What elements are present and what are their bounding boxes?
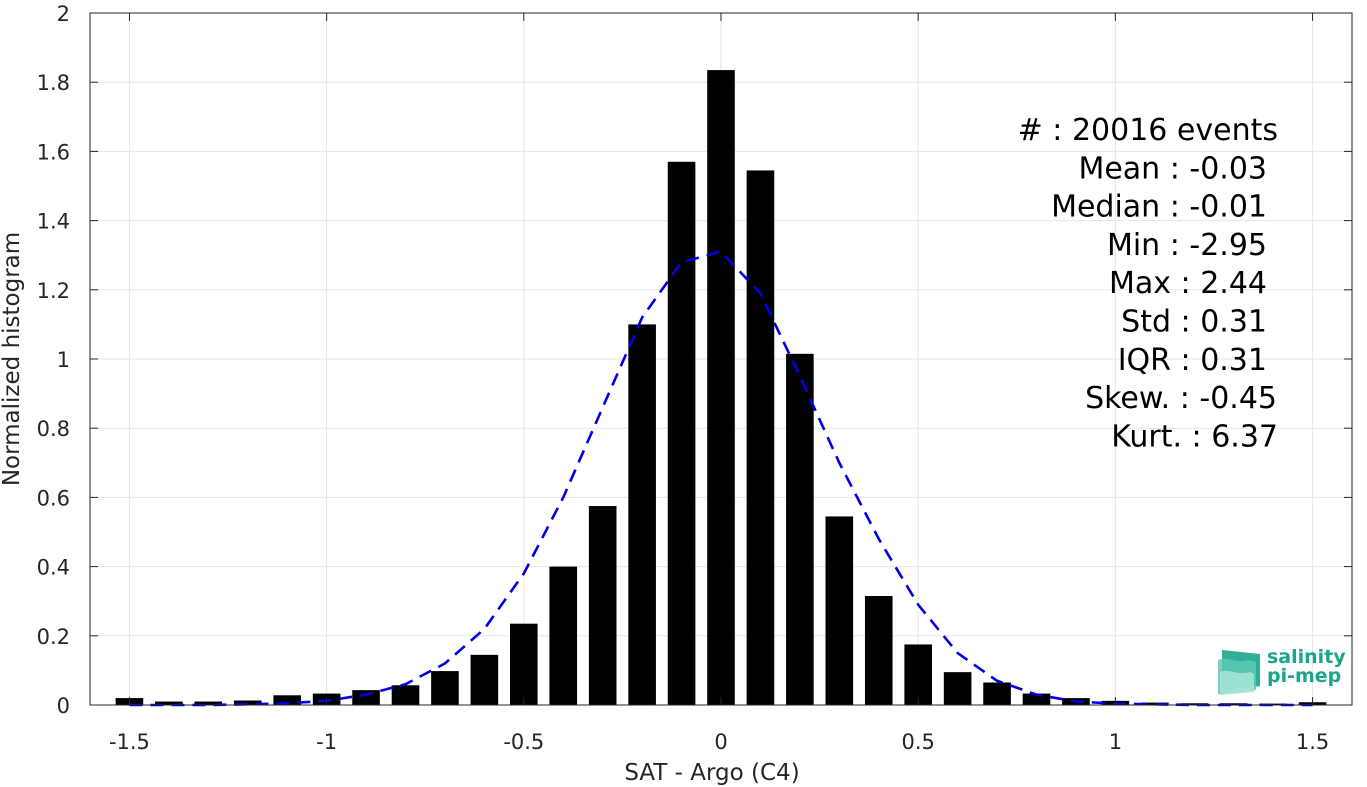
histogram-bar <box>588 506 617 705</box>
histogram-bar <box>155 701 183 705</box>
x-tick-label: -1.5 <box>109 730 150 754</box>
histogram-bar <box>786 353 814 705</box>
x-tick-label: 1.5 <box>1296 730 1329 754</box>
histogram-bar <box>510 623 538 705</box>
stat-line: IQR : 0.31 <box>1118 343 1267 378</box>
y-tick-label: 1.2 <box>37 279 70 303</box>
stat-line: # : 20016 events <box>1018 113 1278 148</box>
histogram-bar <box>273 695 301 705</box>
histogram-bar <box>1219 703 1248 705</box>
y-axis-ticks: 0 0.2 0.4 0.6 0.8 1 1.2 1.4 1.6 1.8 2 <box>37 2 1352 718</box>
stat-line: Max : 2.44 <box>1109 266 1267 301</box>
histogram-bar <box>904 644 932 705</box>
x-axis-label: SAT - Argo (C4) <box>624 760 799 786</box>
histogram-bar <box>864 596 893 705</box>
x-axis-ticks: -1.5 -1 -0.5 0 0.5 1 1.5 <box>109 13 1329 754</box>
x-tick-label: 1 <box>1109 730 1122 754</box>
y-tick-label: 0.8 <box>37 417 70 441</box>
histogram-bar <box>549 566 578 705</box>
histogram-bar <box>1141 702 1169 705</box>
histogram-bars <box>115 70 1327 706</box>
x-tick-label: -1 <box>316 730 337 754</box>
x-tick-label: 0 <box>714 730 727 754</box>
y-tick-label: 1.4 <box>37 210 70 234</box>
stat-line: Std : 0.31 <box>1121 305 1267 340</box>
logo-text: salinity pi-mep <box>1267 648 1346 686</box>
histogram-bar <box>1180 703 1209 705</box>
y-tick-label: 0.6 <box>37 486 70 510</box>
y-tick-label: 1.6 <box>37 140 70 164</box>
stat-line: Min : -2.95 <box>1107 228 1267 263</box>
salinity-wave-icon <box>1218 650 1260 695</box>
histogram-bar <box>707 70 735 706</box>
y-axis-label: Normalized histogram <box>0 232 25 486</box>
stat-line: Kurt. : 6.37 <box>1111 419 1278 454</box>
x-tick-label: -0.5 <box>503 730 544 754</box>
histogram-bar <box>470 654 499 705</box>
y-tick-label: 2 <box>57 2 70 26</box>
histogram-bar <box>667 161 696 705</box>
stat-line: Median : -0.01 <box>1051 190 1267 225</box>
y-tick-label: 1 <box>57 348 70 372</box>
histogram-bar <box>1259 703 1287 705</box>
y-tick-label: 0.2 <box>37 625 70 649</box>
histogram-bar <box>1022 693 1051 705</box>
y-tick-label: 1.8 <box>37 71 70 95</box>
stat-line: Skew. : -0.45 <box>1085 381 1277 416</box>
histogram-bar <box>194 701 223 705</box>
y-tick-label: 0 <box>57 694 70 718</box>
logo-line-salinity: salinity <box>1267 646 1346 668</box>
histogram-bar <box>233 700 262 705</box>
histogram-bar <box>746 170 775 705</box>
logo-line-pi-mep: pi-mep <box>1267 665 1342 687</box>
histogram-bar <box>431 671 459 705</box>
histogram-bar <box>943 672 972 705</box>
histogram-bar <box>983 682 1011 705</box>
stat-line: Mean : -0.03 <box>1078 151 1267 186</box>
x-tick-label: 0.5 <box>901 730 934 754</box>
histogram-bar <box>391 685 420 705</box>
histogram-bar <box>628 324 656 705</box>
histogram-bar <box>825 516 854 705</box>
y-tick-label: 0.4 <box>37 556 70 580</box>
histogram-bar <box>352 690 380 705</box>
